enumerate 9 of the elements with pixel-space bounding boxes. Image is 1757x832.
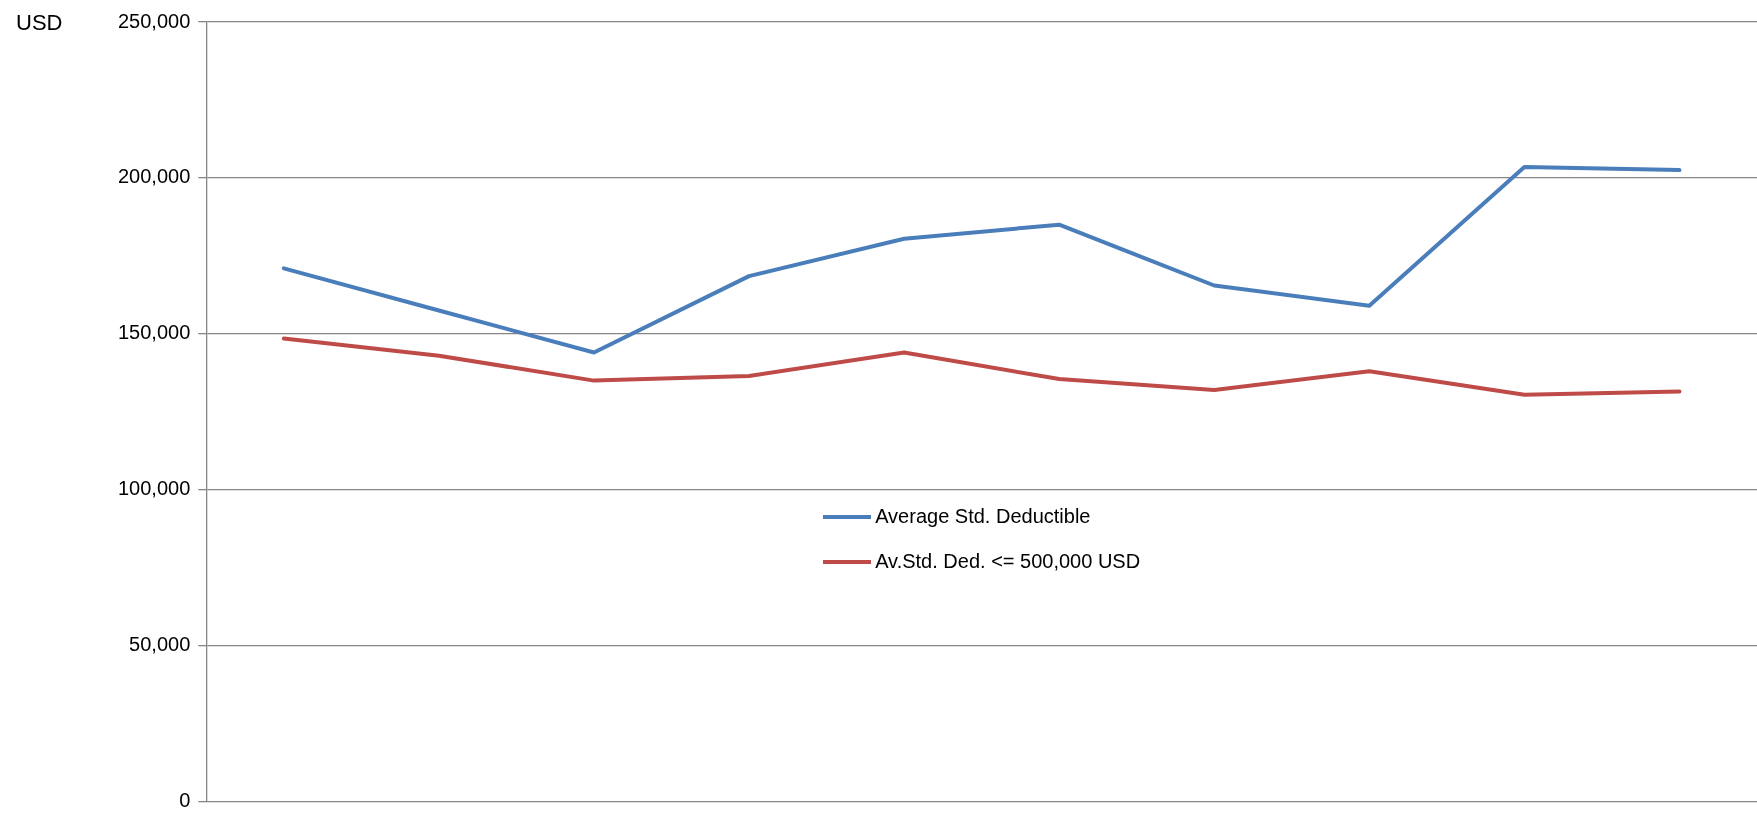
y-axis-title: USD	[16, 10, 63, 36]
y-tick-label: 100,000	[118, 477, 191, 500]
legend-label: Av.Std. Ded. <= 500,000 USD	[875, 550, 1141, 574]
y-tick-label: 200,000	[118, 165, 191, 188]
y-tick-label: 50,000	[129, 633, 191, 656]
y-tick-label: 250,000	[118, 9, 191, 32]
legend-label: Average Std. Deductible	[875, 505, 1091, 529]
y-tick-label: 0	[179, 789, 191, 812]
y-tick-label: 150,000	[118, 321, 191, 344]
